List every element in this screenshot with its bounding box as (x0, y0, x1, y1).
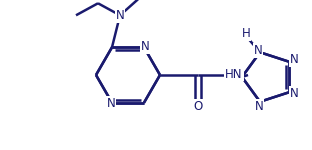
Text: N: N (290, 87, 298, 100)
Text: N: N (141, 40, 149, 53)
Text: O: O (193, 99, 202, 112)
Text: H: H (241, 27, 250, 40)
Text: N: N (290, 53, 298, 66)
Text: N: N (107, 97, 115, 110)
Text: N: N (255, 100, 263, 113)
Text: N: N (116, 9, 124, 22)
Text: HN: HN (225, 68, 243, 81)
Text: N: N (254, 44, 262, 57)
